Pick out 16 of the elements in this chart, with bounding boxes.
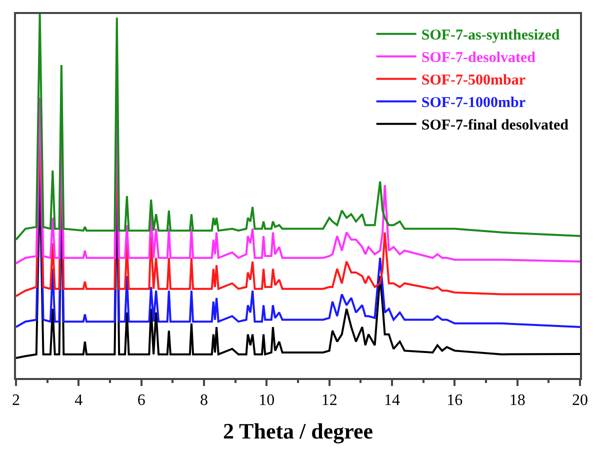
x-tick-label: 10	[258, 392, 275, 409]
x-tick-label: 6	[137, 392, 146, 409]
legend-label: SOF-7-final desolvated	[421, 118, 570, 134]
x-tick-label: 14	[384, 392, 400, 409]
x-tick-label: 16	[446, 392, 463, 409]
x-tick-label: 4	[74, 392, 83, 409]
x-tick-label: 12	[321, 392, 338, 409]
legend-label: SOF-7-500mbar	[421, 72, 526, 89]
x-tick-label: 2	[12, 392, 20, 409]
legend-label: SOF-7-as-synthesized	[421, 28, 560, 44]
x-tick-label: 8	[200, 392, 208, 409]
x-axis-title: 2 Theta / degree	[222, 418, 374, 444]
x-tick-label: 18	[509, 392, 526, 409]
x-tick-label: 20	[572, 392, 588, 409]
legend-label: SOF-7-1000mbr	[421, 95, 526, 112]
legend-label: SOF-7-desolvated	[421, 50, 536, 66]
